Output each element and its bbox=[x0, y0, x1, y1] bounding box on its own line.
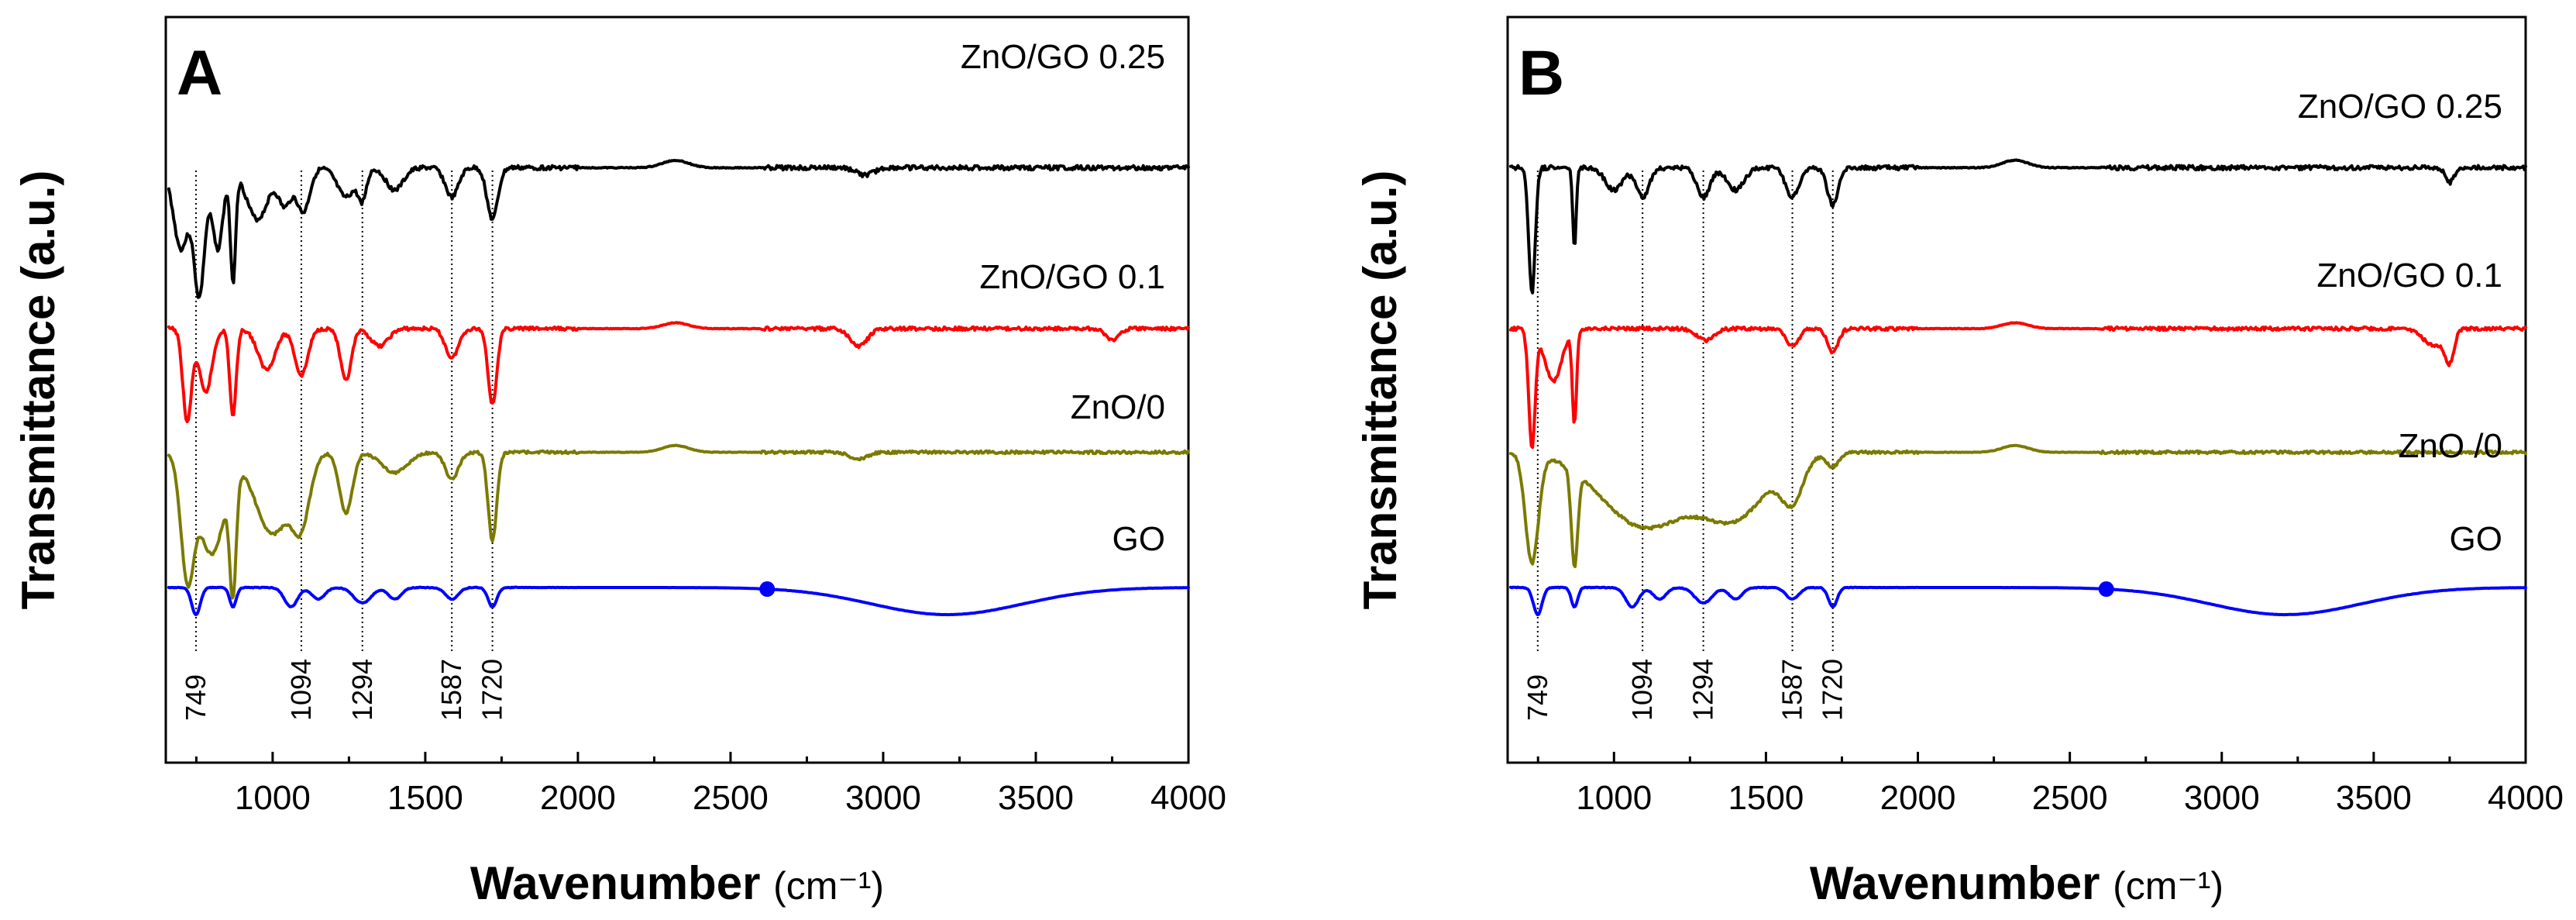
x-tick-label: 2000 bbox=[540, 779, 616, 817]
go-marker-dot bbox=[2098, 581, 2114, 598]
x-tick-label: 4000 bbox=[2488, 779, 2564, 817]
reference-line-label: 1587 bbox=[435, 659, 467, 721]
panel-b-chart: B 1000 1500 2000 2500 3000 3500 4000 Wavenumber … bbox=[1354, 16, 2564, 909]
series-label: ZnO/GO 0.1 bbox=[979, 258, 1165, 296]
reference-line-label: 749 bbox=[180, 674, 212, 721]
trace-zno-0 bbox=[167, 443, 1190, 600]
trace-go bbox=[167, 585, 1190, 617]
series-label: ZnO/0 bbox=[1071, 388, 1165, 426]
trace-zno-go-0-1 bbox=[1508, 321, 2527, 450]
reference-line-label: 1720 bbox=[1817, 659, 1849, 721]
trace-zno-go-0-25 bbox=[1508, 158, 2527, 295]
trace-zno-go-0-1 bbox=[167, 321, 1190, 424]
trace-go bbox=[1508, 585, 2527, 617]
x-tick-label: 1000 bbox=[235, 779, 311, 817]
x-tick-label: 3500 bbox=[2336, 779, 2412, 817]
panel-letter: B bbox=[1518, 38, 1564, 109]
reference-line-label: 1294 bbox=[1687, 659, 1719, 721]
x-tick-label: 4000 bbox=[1150, 779, 1226, 817]
series-label: GO bbox=[1113, 520, 1165, 558]
x-tick-label: 2000 bbox=[1880, 779, 1956, 817]
x-tick-label: 1500 bbox=[387, 779, 463, 817]
reference-line-label: 1094 bbox=[285, 659, 317, 721]
reference-line-label: 1720 bbox=[476, 659, 508, 721]
plot-frame bbox=[164, 16, 1190, 764]
reference-line-label: 749 bbox=[1522, 674, 1553, 721]
trace-zno-0 bbox=[1508, 443, 2527, 568]
series-label: ZnO/GO 0.25 bbox=[961, 38, 1165, 76]
x-axis-title: Wavenumber (cm⁻¹) bbox=[1810, 857, 2223, 909]
x-tick-label: 3000 bbox=[845, 779, 921, 817]
panel-a-chart: A 1000 1500 2000 2500 3000 3500 4000 Wavenumber … bbox=[12, 16, 1226, 909]
trace-zno-go-0-25 bbox=[167, 158, 1190, 299]
go-marker-dot bbox=[759, 581, 776, 598]
x-tick-label: 3000 bbox=[2184, 779, 2260, 817]
x-tick-label: 1500 bbox=[1728, 779, 1804, 817]
x-tick-label: 3500 bbox=[998, 779, 1074, 817]
series-label: ZnO/GO 0.1 bbox=[2316, 257, 2502, 295]
x-tick-label: 2500 bbox=[693, 779, 769, 817]
series-label: ZnO /0 bbox=[2399, 427, 2503, 465]
reference-line-label: 1094 bbox=[1626, 659, 1658, 721]
x-axis-title: Wavenumber (cm⁻¹) bbox=[470, 857, 884, 909]
x-tick-label: 1000 bbox=[1576, 779, 1652, 817]
plot-frame bbox=[1506, 16, 2527, 764]
x-tick-label: 2500 bbox=[2032, 779, 2108, 817]
series-label: GO bbox=[2450, 520, 2502, 558]
reference-line-label: 1294 bbox=[346, 659, 378, 721]
panel-letter: A bbox=[177, 38, 222, 109]
y-axis-title: Transmittance (a.u.) bbox=[1354, 171, 1406, 610]
series-label: ZnO/GO 0.25 bbox=[2298, 88, 2502, 126]
y-axis-title: Transmittance (a.u.) bbox=[12, 171, 64, 610]
reference-line-label: 1587 bbox=[1776, 659, 1808, 721]
